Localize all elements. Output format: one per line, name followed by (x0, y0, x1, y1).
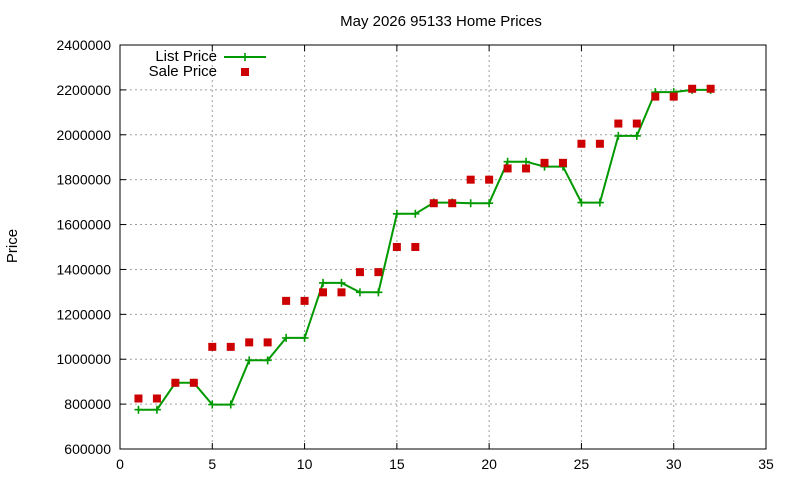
list-price-marker (485, 199, 494, 208)
legend-label-sale-price: Sale Price (149, 63, 217, 80)
sale-price-point (522, 164, 531, 173)
list-price-marker (152, 405, 161, 414)
chart-title: May 2026 95133 Home Prices (340, 13, 542, 30)
list-price-marker (337, 278, 346, 287)
sale-price-point (595, 139, 604, 148)
sale-price-point (134, 394, 143, 403)
list-price-marker (355, 288, 364, 297)
list-price-marker (392, 209, 401, 218)
y-tick-label: 2200000 (56, 82, 111, 98)
y-tick-label: 2400000 (56, 37, 111, 53)
list-price-marker (245, 356, 254, 365)
legend: List Price Sale Price (149, 48, 266, 80)
sale-price-point (706, 84, 715, 93)
list-price-marker (632, 131, 641, 140)
x-tick-label: 10 (297, 456, 313, 472)
sale-price-point (245, 338, 254, 347)
x-tick-label: 35 (758, 456, 774, 472)
list-price-marker (226, 400, 235, 409)
list-price-marker (374, 288, 383, 297)
sale-price-point (688, 84, 697, 93)
y-tick-label: 600000 (64, 441, 111, 457)
y-axis-label: Price (4, 229, 21, 263)
y-tick-label: 1200000 (56, 306, 111, 322)
legend-swatch-sale-price (241, 68, 249, 76)
sale-price-point (337, 288, 346, 297)
sale-price-point (189, 378, 198, 387)
x-tick-label: 20 (481, 456, 497, 472)
legend-marker-list-price (241, 53, 249, 61)
sale-price-point (503, 164, 512, 173)
x-tick-label: 30 (666, 456, 682, 472)
x-tick-label: 25 (574, 456, 590, 472)
list-price-marker (282, 333, 291, 342)
sale-price-point (171, 378, 180, 387)
sale-price-point (152, 394, 161, 403)
y-tick-label: 2000000 (56, 127, 111, 143)
data-series (134, 84, 715, 414)
sale-price-point (669, 92, 678, 101)
y-tick-label: 1800000 (56, 172, 111, 188)
list-price-marker (614, 131, 623, 140)
list-price-marker (503, 157, 512, 166)
list-price-line (138, 88, 711, 411)
sale-price-point (448, 199, 457, 208)
sale-price-point (226, 342, 235, 351)
y-tick-label: 800000 (64, 396, 111, 412)
list-price-marker (319, 278, 328, 287)
y-tick-label: 1000000 (56, 351, 111, 367)
list-price-marker (466, 199, 475, 208)
sale-price-point (392, 243, 401, 251)
list-price-marker (300, 333, 309, 342)
sale-price-point (485, 175, 494, 184)
list-price-marker (595, 198, 604, 207)
y-tick-label: 1400000 (56, 261, 111, 277)
sale-price-point (614, 119, 623, 128)
plot-frame (119, 44, 767, 450)
sale-price-point (355, 268, 364, 277)
list-price-marker (208, 400, 217, 409)
sale-price-point (300, 296, 309, 305)
grid-lines (120, 45, 766, 449)
sale-price-point (282, 296, 291, 305)
sale-price-point (651, 92, 660, 101)
axis-ticks: 0 5 10 15 20 25 30 35 600000 800000 1000000 1200000… (56, 37, 774, 472)
list-price-marker (134, 405, 143, 414)
legend-label-list-price: List Price (155, 48, 217, 65)
sale-price-point (208, 342, 217, 351)
sale-price-point (263, 338, 272, 347)
x-tick-label: 5 (208, 456, 216, 472)
list-price-marker (577, 198, 586, 207)
y-tick-label: 1600000 (56, 217, 111, 233)
sale-price-point (540, 158, 549, 167)
sale-price-point (632, 119, 641, 128)
list-price-marker (263, 356, 272, 365)
sale-price-point (429, 199, 438, 208)
sale-price-point (577, 139, 586, 148)
x-tick-label: 0 (116, 456, 124, 472)
sale-price-point (558, 158, 567, 167)
sale-price-point (374, 268, 383, 277)
sale-price-point (411, 243, 420, 251)
list-price-marker (411, 209, 420, 218)
sale-price-point (466, 175, 475, 184)
x-tick-label: 15 (389, 456, 405, 472)
sale-price-point (319, 288, 328, 297)
list-price-marker (522, 157, 531, 166)
